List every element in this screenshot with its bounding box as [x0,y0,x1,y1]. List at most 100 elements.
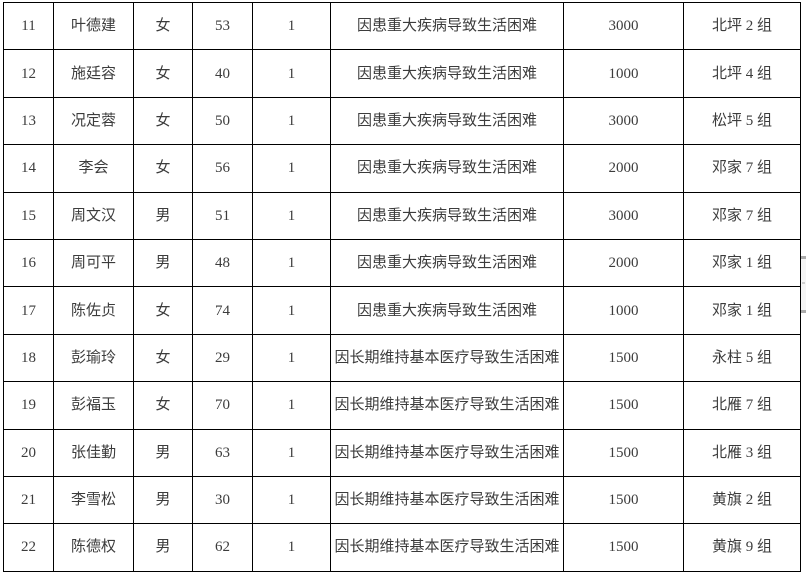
cell-amount: 3000 [563,191,684,240]
cell-group: 北坪 2 组 [683,1,801,51]
table-row: 19 彭福玉女 70 1 因长期维持基本医疗导致生活困难 1500 北雁 7 组 [3,381,801,430]
table-row: 17 陈佐贞女 74 1 因患重大疾病导致生活困难 1000 邓家 1 组 [3,286,801,335]
cell-count: 1 [252,144,331,193]
cell-age: 50 [192,96,253,146]
cell-reason: 因患重大疾病导致生活困难 [330,238,564,288]
table-row: 21 李雪松男 30 1 因长期维持基本医疗导致生活困难 1500 黄旗 2 组 [3,475,801,525]
aid-recipients-table: 11 叶德建女 53 1 因患重大疾病导致生活困难 3000 北坪 2 组 12 施廷容女 40 1… [3,1,801,572]
cell-row-number: 20 [3,428,54,477]
vertical-scrollbar[interactable] [801,256,806,313]
cell-amount: 3000 [563,96,684,146]
cell-group: 邓家 1 组 [683,238,801,288]
cell-count: 1 [252,333,331,383]
cell-age: 56 [192,144,253,193]
table-row: 18 彭瑜玲女 29 1 因长期维持基本医疗导致生活困难 1500 永柱 5 组 [3,333,801,383]
cell-group: 北雁 7 组 [683,381,801,430]
cell-amount: 1000 [563,286,684,335]
cell-reason: 因患重大疾病导致生活困难 [330,191,564,240]
cell-count: 1 [252,523,331,572]
scrollbar-middle-mark [802,282,805,284]
cell-row-number: 16 [3,238,54,288]
cell-row-number: 14 [3,144,54,193]
cell-count: 1 [252,381,331,430]
table-row: 15 周文汉男 51 1 因患重大疾病导致生活困难 3000 邓家 7 组 [3,191,801,240]
cell-reason: 因患重大疾病导致生活困难 [330,144,564,193]
cell-gender: 男 [133,191,193,240]
cell-reason: 因患重大疾病导致生活困难 [330,286,564,335]
scrollbar-bottom-mark[interactable] [801,310,806,313]
scrollbar-top-mark[interactable] [801,256,806,259]
cell-amount: 1500 [563,523,684,572]
cell-gender: 女 [133,333,193,383]
cell-count: 1 [252,238,331,288]
cell-name: 周文汉 [53,191,134,240]
cell-gender: 女 [133,1,193,51]
cell-count: 1 [252,49,331,98]
cell-count: 1 [252,428,331,477]
cell-row-number: 19 [3,381,54,430]
cell-row-number: 13 [3,96,54,146]
cell-group: 北雁 3 组 [683,428,801,477]
cell-group: 黄旗 2 组 [683,475,801,525]
cell-amount: 3000 [563,1,684,51]
cell-name: 李会 [53,144,134,193]
cell-group: 邓家 7 组 [683,191,801,240]
cell-name: 李雪松 [53,475,134,525]
cell-group: 北坪 4 组 [683,49,801,98]
cell-amount: 1500 [563,428,684,477]
table-body: 11 叶德建女 53 1 因患重大疾病导致生活困难 3000 北坪 2 组 12 施廷容女 40 1… [3,1,801,572]
cell-age: 74 [192,286,253,335]
cell-amount: 1500 [563,333,684,383]
cell-name: 况定蓉 [53,96,134,146]
cell-reason: 因患重大疾病导致生活困难 [330,1,564,51]
cell-age: 29 [192,333,253,383]
table-row: 16 周可平男 48 1 因患重大疾病导致生活困难 2000 邓家 1 组 [3,238,801,288]
cell-row-number: 18 [3,333,54,383]
cell-row-number: 15 [3,191,54,240]
cell-gender: 男 [133,475,193,525]
cell-amount: 2000 [563,238,684,288]
cell-count: 1 [252,191,331,240]
cell-amount: 1500 [563,381,684,430]
cell-age: 30 [192,475,253,525]
cell-gender: 男 [133,428,193,477]
table-row: 22 陈德权男 62 1 因长期维持基本医疗导致生活困难 1500 黄旗 9 组 [3,523,801,572]
cell-gender: 女 [133,96,193,146]
cell-name: 彭福玉 [53,381,134,430]
cell-row-number: 21 [3,475,54,525]
cell-row-number: 22 [3,523,54,572]
cell-name: 叶德建 [53,1,134,51]
cell-age: 40 [192,49,253,98]
cell-gender: 女 [133,144,193,193]
cell-reason: 因患重大疾病导致生活困难 [330,49,564,98]
cell-group: 永柱 5 组 [683,333,801,383]
table-row: 13 况定蓉女 50 1 因患重大疾病导致生活困难 3000 松坪 5 组 [3,96,801,146]
cell-amount: 2000 [563,144,684,193]
cell-count: 1 [252,96,331,146]
cell-gender: 男 [133,238,193,288]
cell-amount: 1500 [563,475,684,525]
cell-reason: 因长期维持基本医疗导致生活困难 [330,523,564,572]
table-row: 20 张佳勤男 63 1 因长期维持基本医疗导致生活困难 1500 北雁 3 组 [3,428,801,477]
cell-age: 48 [192,238,253,288]
cell-reason: 因患重大疾病导致生活困难 [330,96,564,146]
cell-gender: 女 [133,381,193,430]
cell-name: 陈佐贞 [53,286,134,335]
cell-group: 邓家 7 组 [683,144,801,193]
cell-group: 邓家 1 组 [683,286,801,335]
cell-name: 周可平 [53,238,134,288]
cell-name: 彭瑜玲 [53,333,134,383]
table-row: 12 施廷容女 40 1 因患重大疾病导致生活困难 1000 北坪 4 组 [3,49,801,98]
cell-count: 1 [252,286,331,335]
cell-group: 黄旗 9 组 [683,523,801,572]
cell-name: 张佳勤 [53,428,134,477]
cell-gender: 男 [133,523,193,572]
cell-name: 陈德权 [53,523,134,572]
cell-reason: 因长期维持基本医疗导致生活困难 [330,381,564,430]
cell-reason: 因长期维持基本医疗导致生活困难 [330,428,564,477]
cell-age: 51 [192,191,253,240]
cell-group: 松坪 5 组 [683,96,801,146]
cell-reason: 因长期维持基本医疗导致生活困难 [330,475,564,525]
cell-row-number: 11 [3,1,54,51]
